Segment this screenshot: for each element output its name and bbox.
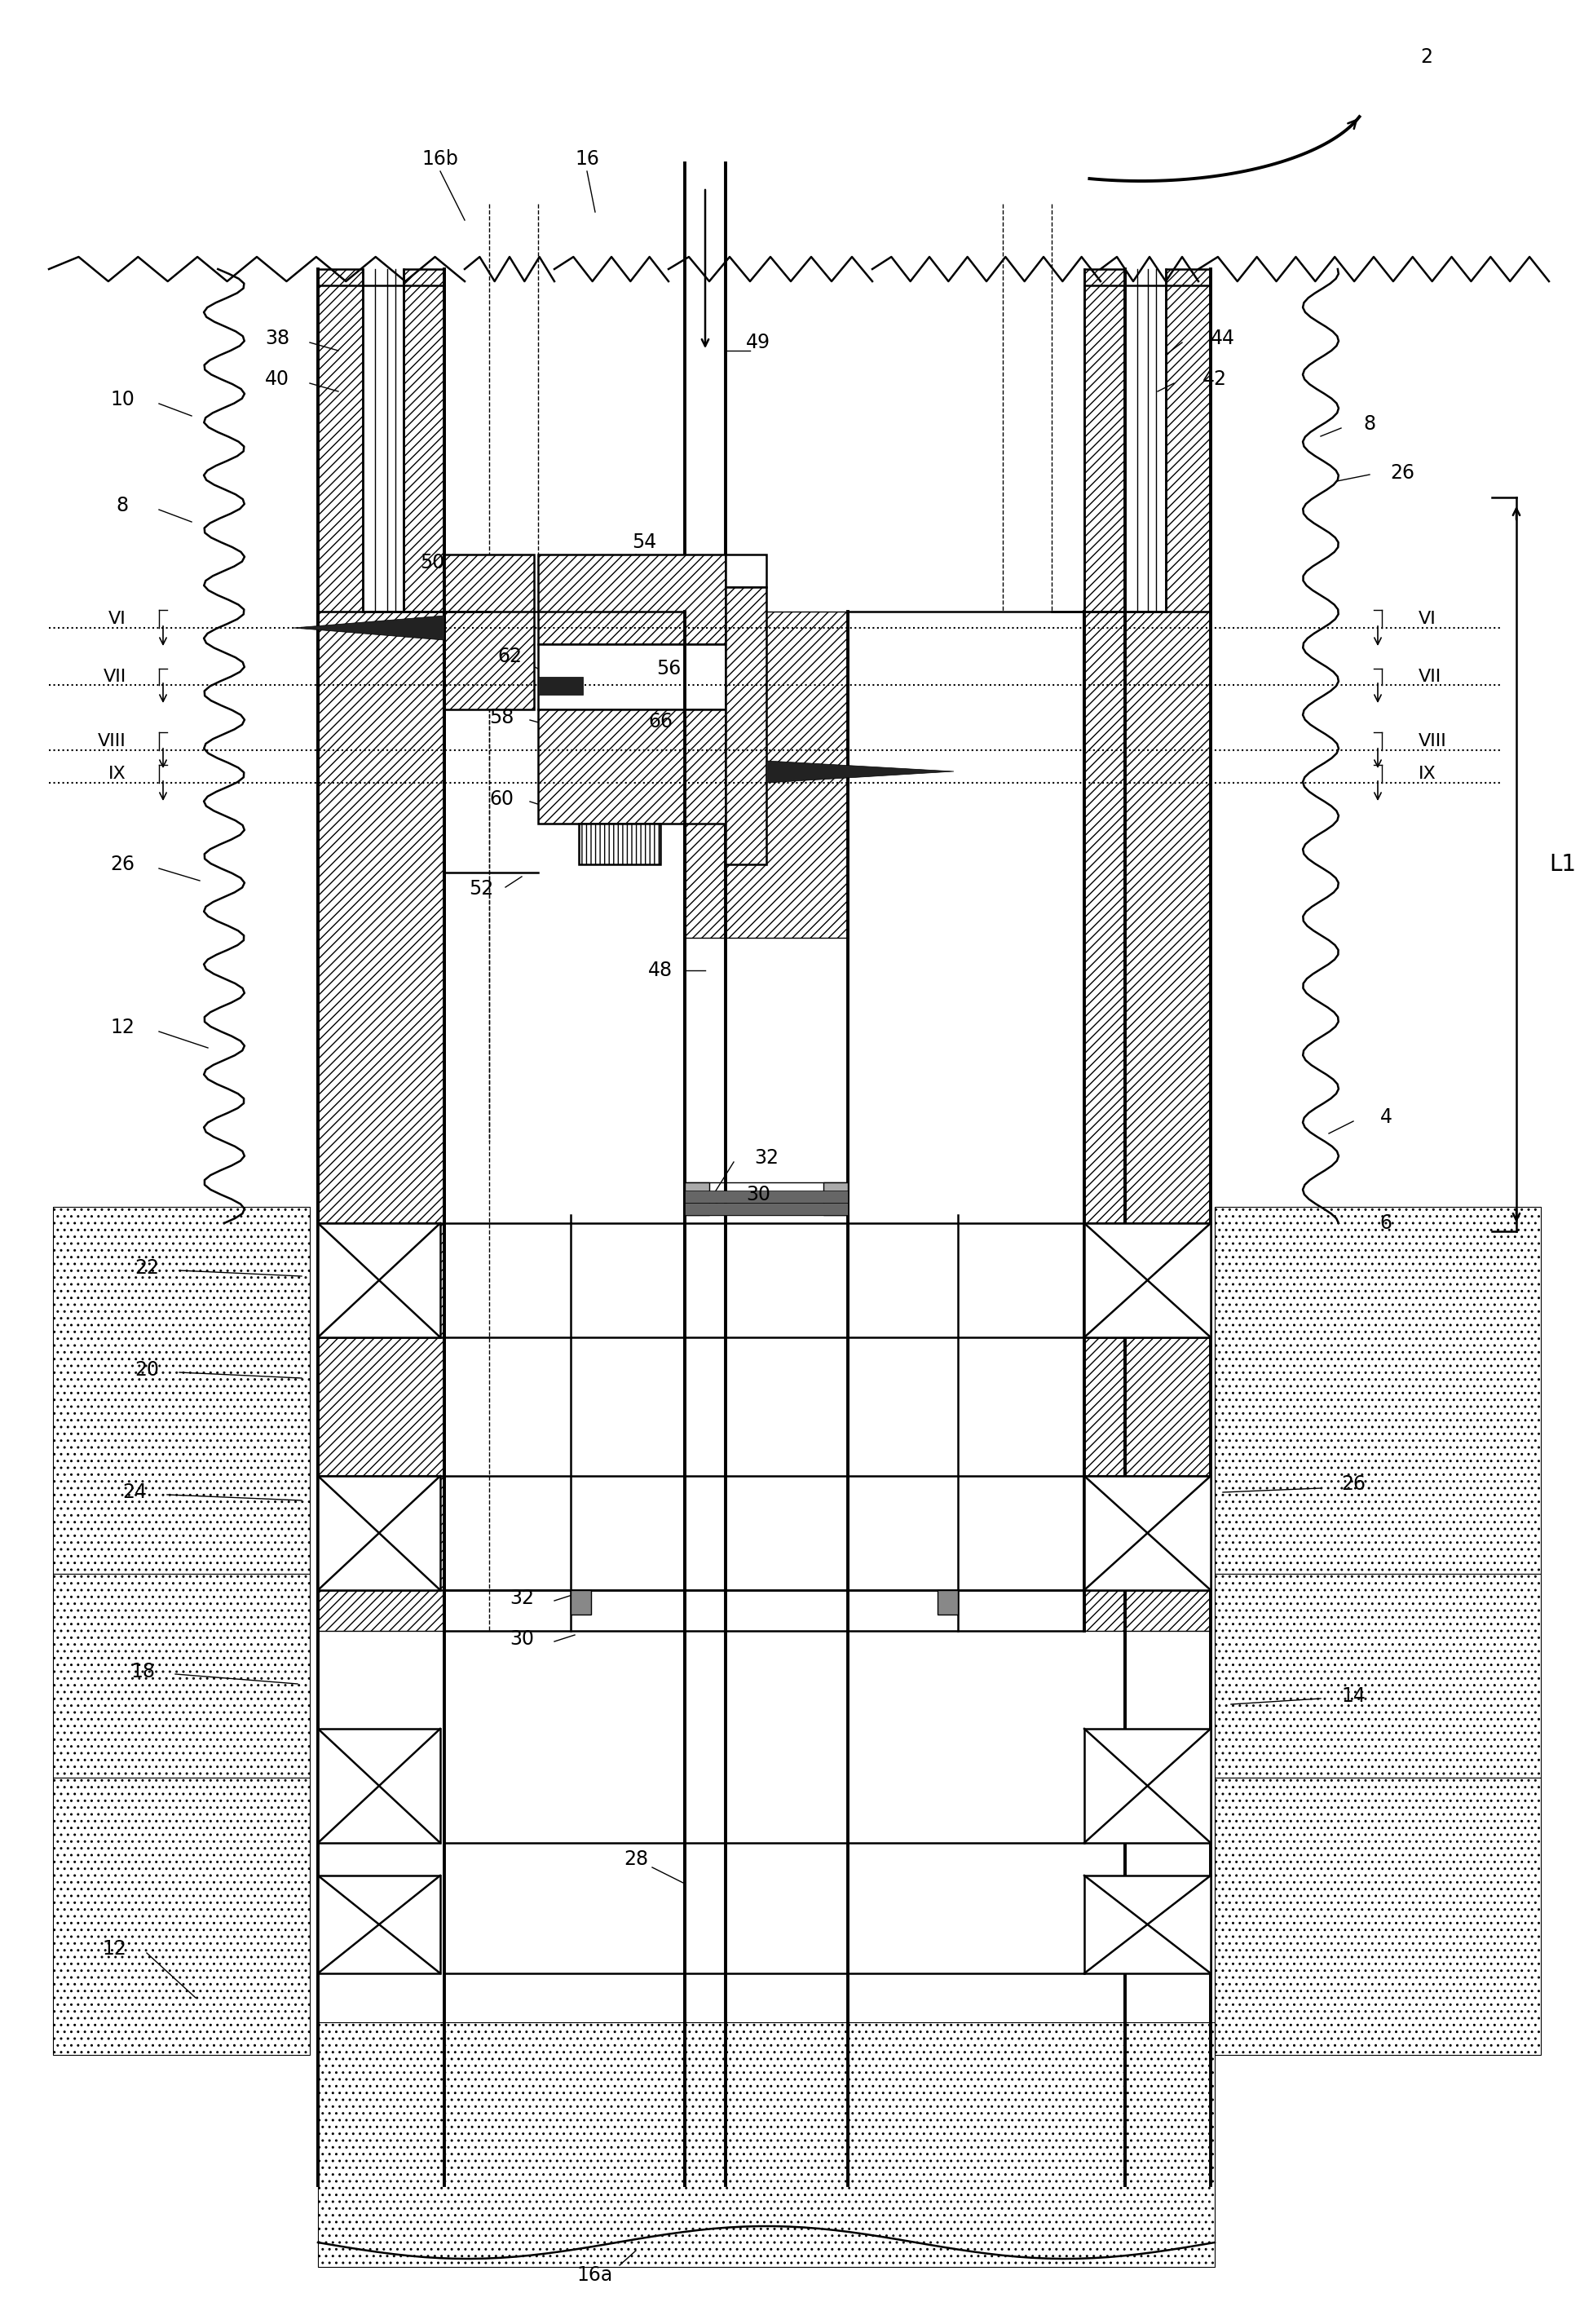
Bar bbox=[319, 270, 363, 848]
Bar bbox=[403, 270, 444, 848]
Text: 58: 58 bbox=[489, 709, 515, 727]
Text: 26: 26 bbox=[110, 855, 134, 874]
Text: 49: 49 bbox=[746, 332, 771, 353]
Text: 30: 30 bbox=[746, 1185, 771, 1204]
Text: VIII: VIII bbox=[99, 732, 126, 748]
Text: 22: 22 bbox=[134, 1257, 159, 1278]
Bar bbox=[53, 1778, 309, 2054]
Text: 32: 32 bbox=[510, 1590, 534, 1608]
Bar bbox=[1085, 1875, 1211, 1973]
Text: 16a: 16a bbox=[577, 2266, 613, 2284]
Bar bbox=[1085, 1729, 1211, 1843]
Text: 28: 28 bbox=[623, 1850, 648, 1868]
Bar bbox=[685, 1190, 847, 1204]
Bar bbox=[725, 555, 766, 588]
Bar bbox=[1215, 1573, 1540, 1778]
Bar bbox=[1085, 1222, 1211, 1336]
Bar bbox=[319, 2022, 1215, 2266]
Text: 52: 52 bbox=[468, 878, 494, 899]
Text: 12: 12 bbox=[110, 1018, 134, 1037]
Bar bbox=[538, 676, 583, 695]
Text: 54: 54 bbox=[632, 532, 656, 553]
Bar bbox=[685, 611, 847, 939]
Bar bbox=[53, 1573, 309, 1778]
Text: 62: 62 bbox=[497, 646, 523, 667]
Bar bbox=[725, 588, 766, 865]
Text: 16: 16 bbox=[575, 149, 599, 170]
Text: 38: 38 bbox=[264, 328, 290, 349]
Text: 66: 66 bbox=[648, 711, 672, 732]
Text: 8: 8 bbox=[1364, 414, 1376, 435]
Text: VI: VI bbox=[1418, 611, 1437, 627]
Bar bbox=[319, 611, 444, 1631]
Bar bbox=[1215, 1778, 1540, 2054]
Text: 44: 44 bbox=[1211, 328, 1235, 349]
Text: 6: 6 bbox=[1380, 1213, 1392, 1234]
Text: 30: 30 bbox=[510, 1629, 534, 1648]
Bar bbox=[319, 1729, 440, 1843]
Bar bbox=[538, 555, 725, 644]
Text: L1: L1 bbox=[1548, 853, 1575, 876]
Text: 26: 26 bbox=[1391, 462, 1415, 483]
Text: 18: 18 bbox=[131, 1662, 155, 1683]
Bar bbox=[578, 823, 661, 865]
Text: IX: IX bbox=[108, 765, 126, 781]
Text: 10: 10 bbox=[110, 390, 134, 409]
Bar bbox=[685, 1204, 847, 1215]
Bar bbox=[824, 1183, 847, 1215]
Text: 48: 48 bbox=[648, 960, 672, 981]
Text: 2: 2 bbox=[1421, 46, 1432, 67]
Text: 12: 12 bbox=[102, 1938, 126, 1959]
Text: VII: VII bbox=[1418, 669, 1442, 686]
Bar bbox=[685, 1183, 709, 1215]
Text: 40: 40 bbox=[264, 370, 290, 388]
Bar bbox=[1085, 270, 1125, 848]
Bar bbox=[53, 1206, 309, 1573]
Bar bbox=[319, 1476, 440, 1590]
Text: 56: 56 bbox=[656, 660, 680, 679]
Text: 50: 50 bbox=[419, 553, 444, 572]
Bar bbox=[538, 644, 725, 709]
Text: 42: 42 bbox=[1203, 370, 1227, 388]
Bar bbox=[1166, 270, 1211, 848]
Text: 60: 60 bbox=[489, 790, 513, 809]
Bar bbox=[319, 1222, 440, 1336]
Text: VII: VII bbox=[104, 669, 126, 686]
Bar bbox=[319, 1875, 440, 1973]
Bar bbox=[570, 1590, 591, 1615]
Text: 26: 26 bbox=[1341, 1473, 1365, 1494]
Text: 20: 20 bbox=[134, 1360, 159, 1380]
Bar bbox=[1085, 1476, 1211, 1590]
Text: 16b: 16b bbox=[422, 149, 459, 170]
Text: IX: IX bbox=[1418, 765, 1437, 781]
Bar bbox=[938, 1590, 957, 1615]
Text: 8: 8 bbox=[116, 495, 129, 516]
Bar bbox=[1085, 611, 1211, 1631]
Text: 24: 24 bbox=[123, 1483, 147, 1501]
Text: VIII: VIII bbox=[1418, 732, 1446, 748]
Text: 4: 4 bbox=[1380, 1106, 1392, 1127]
Bar bbox=[444, 555, 534, 709]
Polygon shape bbox=[293, 616, 444, 639]
Bar bbox=[538, 709, 725, 823]
Text: 32: 32 bbox=[753, 1148, 779, 1167]
Polygon shape bbox=[766, 760, 954, 783]
Text: 14: 14 bbox=[1341, 1687, 1365, 1706]
Bar bbox=[1215, 1206, 1540, 1573]
Text: VI: VI bbox=[108, 611, 126, 627]
